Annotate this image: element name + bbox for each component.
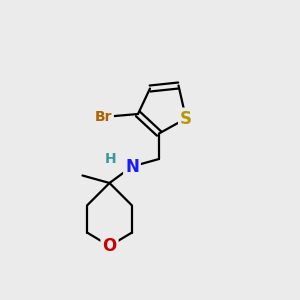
Text: N: N (125, 158, 139, 175)
Text: S: S (180, 110, 192, 128)
Text: H: H (105, 152, 117, 166)
Text: O: O (102, 237, 117, 255)
Text: Br: Br (95, 110, 112, 124)
